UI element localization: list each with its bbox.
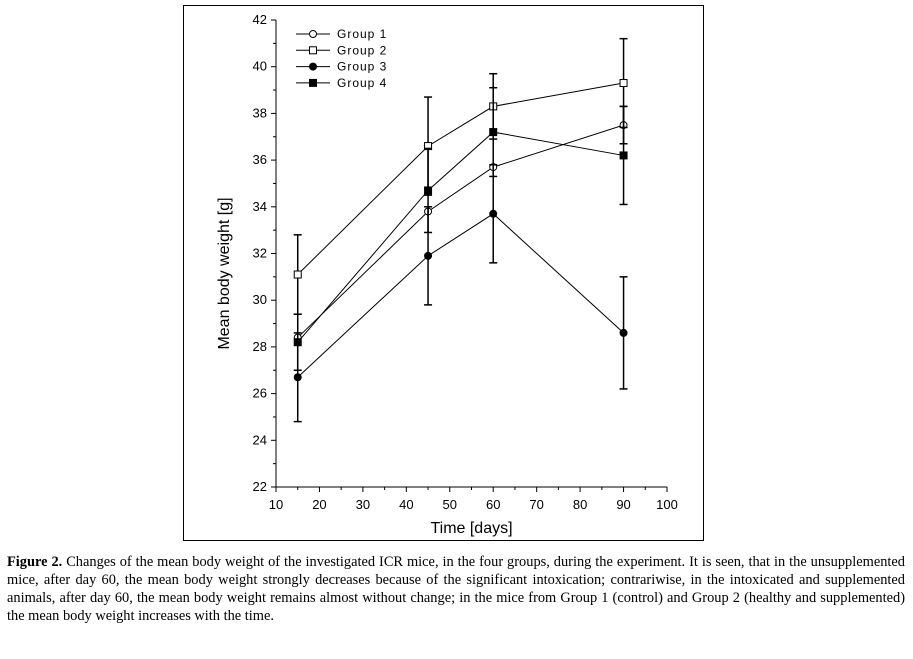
y-tick-label: 34 — [253, 199, 267, 214]
legend-marker — [309, 62, 317, 71]
chart-frame — [183, 5, 704, 541]
y-tick-label: 32 — [253, 246, 267, 261]
data-point-group-2 — [619, 79, 628, 88]
data-point-group-4 — [293, 338, 302, 347]
legend-item-group-4: Group 4 — [296, 76, 387, 90]
axes: 10 20 30 40 50 60 70 80 90 100 22 24 26 28 30 32 34 36 38 4… — [253, 12, 678, 512]
data-point-group-3 — [489, 209, 498, 218]
y-tick-label: 30 — [253, 292, 267, 307]
data-point-group-2 — [293, 270, 302, 279]
x-tick-label: 80 — [573, 497, 587, 512]
legend-item-group-1: Group 1 — [296, 27, 387, 41]
y-tick-label: 36 — [253, 152, 267, 167]
y-tick-label: 22 — [253, 479, 267, 494]
x-tick-label: 100 — [656, 497, 678, 512]
series-group-1 — [293, 105, 628, 342]
y-axis-title: Mean body weight [g] — [216, 197, 233, 349]
caption-label: Figure 2. — [7, 554, 63, 570]
y-tick-label: 28 — [253, 339, 267, 354]
legend-label: Group 3 — [337, 60, 387, 74]
series-group-4 — [293, 86, 628, 371]
caption-text: Changes of the mean body weight of the i… — [7, 554, 905, 624]
legend-marker — [309, 78, 317, 87]
x-tick-label: 10 — [269, 497, 283, 512]
series-layer — [293, 37, 628, 423]
legend-label: Group 4 — [337, 76, 387, 90]
series-line-group-3 — [297, 213, 624, 378]
legend-item-group-2: Group 2 — [296, 43, 387, 57]
x-tick-label: 40 — [399, 497, 413, 512]
legend-label: Group 1 — [337, 27, 387, 41]
x-axis-title: Time [days] — [430, 520, 512, 537]
x-tick-label: 30 — [356, 497, 370, 512]
data-point-group-4 — [489, 128, 498, 137]
series-line-group-4 — [297, 131, 624, 343]
x-tick-label: 50 — [443, 497, 457, 512]
data-point-group-4 — [424, 186, 433, 195]
data-point-group-3 — [619, 328, 628, 337]
y-tick-label: 40 — [253, 59, 267, 74]
x-tick-label: 90 — [616, 497, 630, 512]
series-line-group-2 — [297, 82, 624, 275]
figure-caption: Figure 2. Changes of the mean body weigh… — [7, 553, 905, 625]
body-weight-chart: 10 20 30 40 50 60 70 80 90 100 22 24 26 28 30 32 34 36 38 4… — [216, 12, 678, 537]
x-tick-label: 20 — [312, 497, 326, 512]
legend-marker — [309, 30, 317, 38]
y-tick-label: 26 — [253, 386, 267, 401]
series-line-group-1 — [297, 124, 624, 338]
legend-label: Group 2 — [337, 43, 387, 57]
x-tick-label: 70 — [529, 497, 543, 512]
data-point-group-3 — [424, 251, 433, 260]
legend: Group 1 Group 2 Group 3 Group 4 — [296, 27, 387, 90]
y-tick-label: 38 — [253, 105, 267, 120]
x-tick-label: 60 — [486, 497, 500, 512]
y-tick-label: 42 — [253, 12, 267, 27]
legend-item-group-3: Group 3 — [296, 60, 387, 74]
y-tick-label: 24 — [253, 432, 267, 447]
legend-marker — [309, 46, 317, 55]
data-point-group-4 — [619, 151, 628, 160]
data-point-group-3 — [293, 373, 302, 382]
